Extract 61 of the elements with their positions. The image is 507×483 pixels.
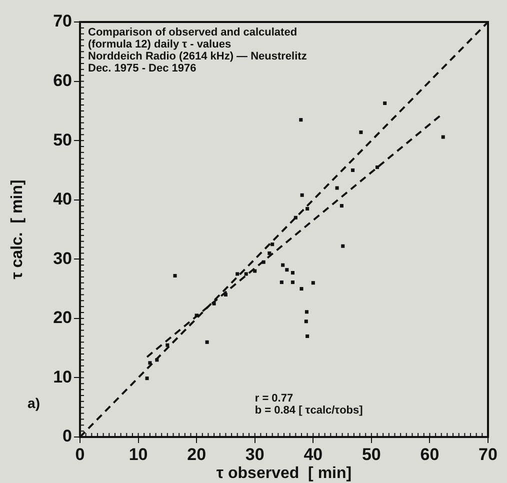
x-tick-label: 60	[420, 444, 440, 464]
point	[441, 135, 445, 139]
point	[281, 263, 285, 267]
annotation: Dec. 1975 - Dec 1976	[88, 62, 196, 75]
point	[300, 193, 304, 197]
point	[280, 280, 284, 284]
point	[306, 206, 310, 211]
point	[290, 280, 295, 284]
point	[290, 271, 295, 275]
annotation: r = 0.77	[254, 392, 294, 405]
point	[335, 186, 339, 190]
point	[311, 281, 315, 285]
point	[224, 292, 228, 296]
point	[173, 274, 177, 278]
point	[244, 272, 248, 276]
point	[300, 287, 304, 291]
y-tick-label: 30	[53, 248, 72, 268]
point	[285, 268, 289, 272]
x-tick-label: 20	[187, 444, 206, 464]
point	[375, 165, 380, 170]
point	[268, 251, 272, 255]
point	[304, 310, 308, 314]
point	[270, 242, 274, 246]
y-tick-label: 50	[53, 130, 72, 150]
point	[299, 118, 303, 122]
text: a)	[28, 394, 40, 411]
point	[236, 272, 240, 276]
point	[205, 340, 209, 344]
point	[306, 334, 310, 338]
point	[383, 101, 387, 105]
y-tick-label: 70	[53, 12, 72, 31]
point	[304, 320, 308, 324]
point	[212, 302, 216, 306]
x-tick-label: 70	[478, 444, 498, 464]
x-tick-label: 30	[245, 444, 264, 464]
y-tick-label: 10	[53, 367, 72, 386]
y-axis-title: τ calc. [ min]	[9, 180, 26, 280]
point	[359, 130, 363, 134]
annotation: b = 0.84 [ τcalc/τobs]	[254, 404, 364, 417]
x-axis-title: τ observed [ min]	[216, 464, 352, 482]
y-tick-label: 60	[53, 70, 72, 90]
point	[340, 204, 344, 208]
point	[341, 244, 345, 248]
text: Norddeich Radio (2614 kHz) — Neustrelitz	[88, 50, 308, 63]
y-tick-label: 0	[62, 426, 72, 446]
point	[194, 314, 198, 318]
x-tick-label: 10	[128, 444, 148, 464]
text: Comparison of observed and calculated (formula 12) daily τ - values	[88, 26, 298, 51]
point	[351, 168, 355, 172]
x-tick-label: 50	[362, 444, 381, 464]
point	[294, 216, 298, 220]
point	[145, 376, 149, 380]
y-tick-label: 20	[53, 308, 72, 328]
point	[253, 269, 257, 273]
point	[262, 260, 266, 264]
point	[166, 343, 170, 347]
x-tick-label: 0	[75, 444, 85, 464]
y-tick-label: 40	[53, 190, 72, 209]
x-tick-label: 40	[304, 444, 323, 464]
point	[155, 358, 159, 362]
point	[148, 361, 152, 365]
